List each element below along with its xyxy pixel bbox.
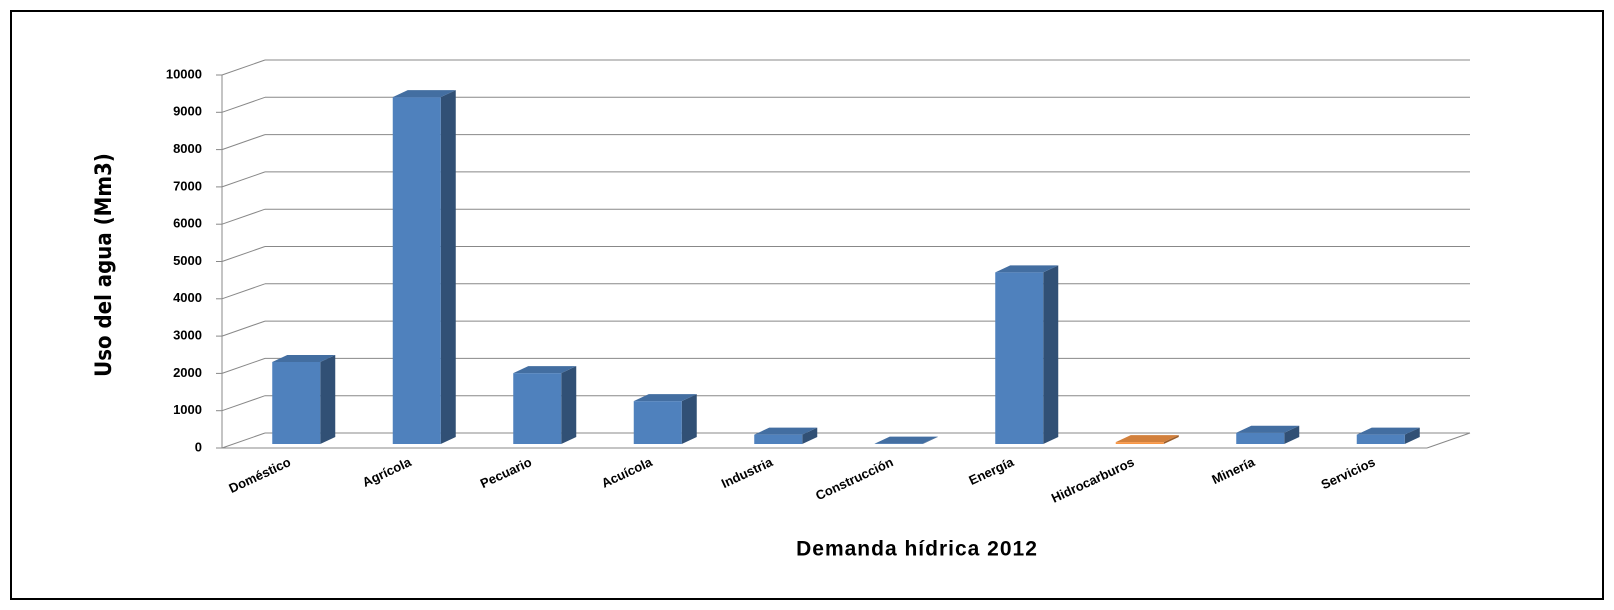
y-tick-label: 3000 [173,328,202,343]
grid-line [221,96,266,113]
bar-face [272,354,336,362]
bar [1236,425,1300,444]
bar-face [392,90,456,98]
bar-face [1163,435,1179,444]
x-axis-title: Demanda hídrica 2012 [796,538,1038,561]
y-tick-label: 9000 [173,104,202,119]
frame [10,10,1604,600]
bar-face [922,436,938,444]
bar-face [754,427,818,435]
bar [1356,427,1420,444]
grid-line [221,171,266,188]
y-tick-label: 10000 [166,66,202,81]
y-tick-label: 4000 [173,290,202,305]
y-tick-label: 6000 [173,216,202,231]
bar-face [754,434,803,444]
bar-face [633,394,697,402]
bar [1115,435,1179,444]
y-tick-label: 2000 [173,365,202,380]
bar-face [1356,434,1405,444]
bar-face [874,436,938,444]
bar-face [681,394,697,444]
bar [874,436,938,444]
y-tick-label: 8000 [173,141,202,156]
y-tick-label: 7000 [173,178,202,193]
grid-line [221,208,266,225]
bar-face [1043,265,1059,444]
bar-face [392,97,441,445]
bar-face [1356,427,1420,435]
y-axis-title: Uso del agua (Mm3) [92,153,117,377]
bar-face [1236,425,1300,433]
bar-face [1404,427,1420,444]
bar-face [272,361,321,444]
bar-face [320,354,336,444]
floor-edge [1426,432,1471,449]
y-tick-label: 1000 [173,402,202,417]
bar-face [1115,442,1164,444]
bar-face [633,401,682,444]
bar-face [1284,425,1300,444]
bar [513,366,577,444]
bar-face [513,373,562,444]
bar-face [561,366,577,444]
bar-face [513,366,577,374]
grid-line [221,59,266,76]
bar-face [1115,435,1179,443]
y-tick-label: 5000 [173,253,202,268]
grid-line [221,246,266,262]
grid-line [221,283,266,300]
bar [995,265,1059,444]
grid-line [221,357,266,374]
bar-face [995,272,1044,444]
bar [754,427,818,444]
bar [392,90,456,445]
y-tick-label: 0 [195,439,202,454]
bar [633,394,697,444]
bar-face [440,90,456,445]
grid-line [221,432,266,449]
grid-line [221,320,266,337]
bar [272,354,336,444]
grid-line [221,395,266,412]
grid-line [221,134,266,151]
bar-face [995,265,1059,273]
bar-face [802,427,818,444]
bar-face [1236,432,1285,444]
